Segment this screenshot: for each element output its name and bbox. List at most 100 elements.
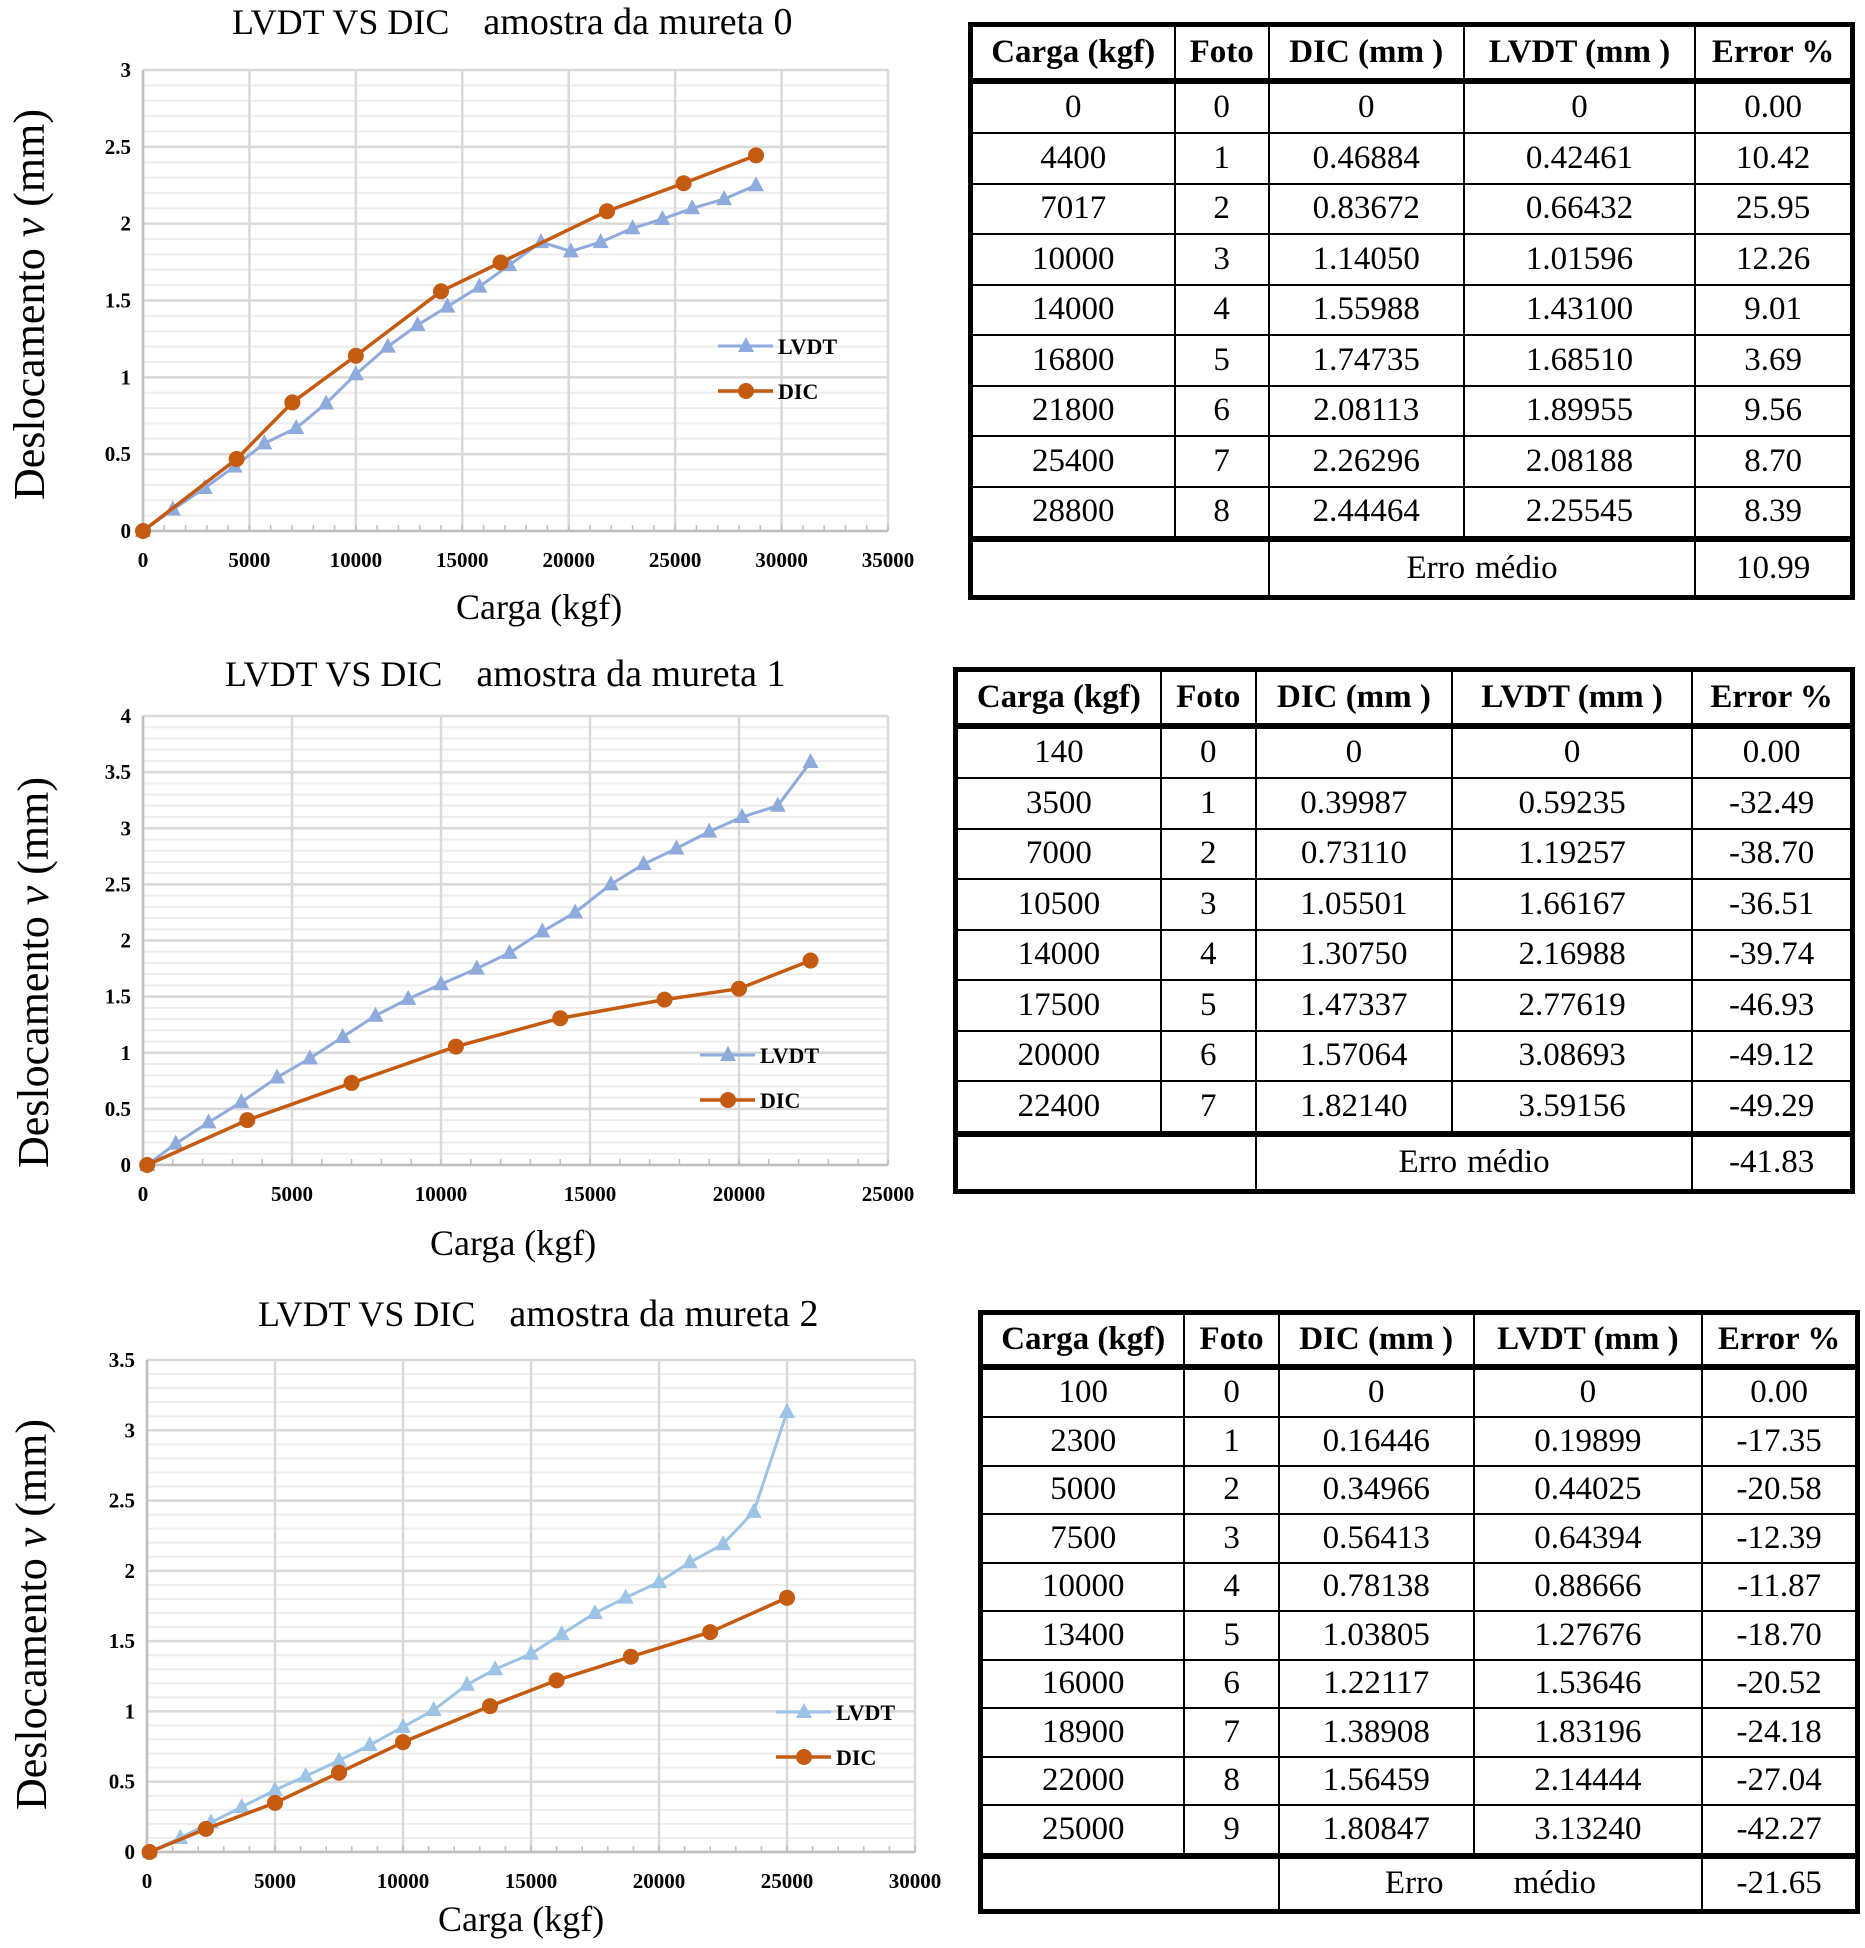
table-cell: 10000 <box>969 233 1176 286</box>
y-tick-label: 2 <box>121 929 132 953</box>
table-cell: 28800 <box>969 485 1176 540</box>
table-cell: 9.56 <box>1694 384 1854 437</box>
table-row: 16800 5 1.74735 1.68510 3.69 <box>969 334 1854 387</box>
table-cell: 8.39 <box>1694 485 1854 540</box>
x-tick-label: 10000 <box>415 1182 468 1206</box>
legend-marker-lvdt <box>796 1703 812 1718</box>
table-cell: -20.58 <box>1701 1464 1859 1515</box>
table-cell: 3500 <box>954 777 1162 830</box>
table-cell: 20000 <box>954 1029 1162 1082</box>
x-tick-label: 0 <box>138 1182 149 1206</box>
table-cell: 25.95 <box>1694 182 1854 235</box>
dic-point <box>492 254 509 271</box>
lvdt-point <box>617 1588 634 1604</box>
table-cell: -49.12 <box>1691 1029 1854 1082</box>
table-row: 17500 5 1.47337 2.77619 -46.93 <box>954 979 1854 1032</box>
table-cell: 1 <box>1173 132 1270 185</box>
lvdt-point <box>347 365 364 381</box>
table-cell: 7 <box>1183 1707 1280 1758</box>
column-header: Carga (kgf) <box>954 668 1162 729</box>
y-tick-label: 3 <box>121 58 132 82</box>
lvdt-point <box>745 1502 762 1518</box>
table-cell: -24.18 <box>1701 1707 1859 1758</box>
table-cell: 5000 <box>979 1464 1186 1515</box>
table-cell: 5 <box>1183 1610 1280 1661</box>
x-tick-label: 25000 <box>761 1869 814 1893</box>
table-row: 7500 3 0.56413 0.64394 -12.39 <box>979 1513 1859 1564</box>
dic-point <box>447 1038 464 1055</box>
table-cell: 0 <box>1472 1365 1704 1418</box>
x-tick-label: 20000 <box>633 1869 686 1893</box>
table-cell: 22400 <box>954 1080 1162 1135</box>
dic-point <box>779 1589 795 1606</box>
table-cell: 1.47337 <box>1254 979 1454 1032</box>
series-line-dic <box>148 1596 788 1854</box>
table-cell: 1.53646 <box>1472 1658 1704 1709</box>
table-cell: 0.00 <box>1694 79 1854 134</box>
table-cell: 1.89955 <box>1462 384 1697 437</box>
lvdt-point <box>802 753 819 769</box>
table-cell: 0 <box>1267 79 1465 134</box>
table-cell: 2 <box>1159 827 1257 880</box>
table-cell: 0 <box>1159 724 1257 779</box>
lvdt-point <box>715 1535 731 1551</box>
lvdt-point <box>684 199 701 215</box>
footer-label-cell: Erro médio <box>1267 536 1697 598</box>
table-cell: 0.83672 <box>1267 182 1465 235</box>
table-cell: 1.05501 <box>1254 878 1454 931</box>
y-tick-label: 3.5 <box>105 760 131 784</box>
lvdt-point <box>256 434 273 450</box>
chart-mureta-0: 0 0.5 1 1.5 2 2.5 3 0 5000 10000 15000 20000 25000 30… <box>105 58 915 572</box>
x-tick-label: 10000 <box>377 1869 430 1893</box>
table-cell: 0.64394 <box>1472 1513 1704 1564</box>
lvdt-point <box>748 176 765 192</box>
table-cell: 2.14444 <box>1472 1755 1704 1806</box>
table-cell: 7 <box>1173 435 1270 488</box>
table-row: 14000 4 1.30750 2.16988 -39.74 <box>954 928 1854 981</box>
dic-point <box>239 1112 256 1129</box>
lvdt-point <box>716 190 733 206</box>
column-header: Carga (kgf) <box>969 23 1176 84</box>
lvdt-point <box>288 419 305 435</box>
table-cell: 2.16988 <box>1451 928 1694 981</box>
table-cell: 1.27676 <box>1472 1610 1704 1661</box>
table-cell: -39.74 <box>1691 928 1854 981</box>
table-cell: 0 <box>1462 79 1697 134</box>
column-header: DIC (mm ) <box>1254 668 1454 729</box>
y-tick-label: 1.5 <box>105 985 131 1009</box>
table-cell: -46.93 <box>1691 979 1854 1032</box>
x-tick-label: 20000 <box>713 1182 766 1206</box>
y-tick-label: 4 <box>121 704 132 728</box>
y-tick-label: 3.5 <box>109 1348 135 1372</box>
table-cell: 14000 <box>969 283 1176 336</box>
table-cell: -27.04 <box>1701 1755 1859 1806</box>
dic-point <box>802 952 819 969</box>
legend-marker-lvdt <box>720 1046 736 1061</box>
table-cell: 0.78138 <box>1277 1561 1475 1612</box>
table-row: 28800 8 2.44464 2.25545 8.39 <box>969 485 1854 540</box>
table-cell: 2.44464 <box>1267 485 1465 540</box>
table-cell: 1.43100 <box>1462 283 1697 336</box>
lvdt-point <box>654 210 671 226</box>
table-cell: 1.82140 <box>1254 1080 1454 1135</box>
footer-value-cell: -21.65 <box>1701 1852 1859 1913</box>
table-cell: 1.83196 <box>1472 1707 1704 1758</box>
x-axis-label: Carga (kgf) <box>456 587 623 627</box>
table-cell: 6 <box>1159 1029 1257 1082</box>
table-cell: 8 <box>1183 1755 1280 1806</box>
table-cell: 0.00 <box>1691 724 1854 779</box>
table-row: 4400 1 0.46884 0.42461 10.42 <box>969 132 1854 185</box>
lvdt-point <box>624 219 641 235</box>
lvdt-point <box>487 1660 504 1676</box>
table-cell: 0.73110 <box>1254 827 1454 880</box>
legend-label-lvdt: LVDT <box>836 1700 895 1725</box>
footer-label-erro: Erro <box>1384 1865 1444 1902</box>
table-cell: 0.59235 <box>1451 777 1694 830</box>
table-cell: 4 <box>1183 1561 1280 1612</box>
chart-title: LVDT VS DIC amostra da mureta 0 <box>232 0 793 44</box>
lvdt-point <box>534 922 551 938</box>
table-cell: 0 <box>1183 1365 1280 1418</box>
table-cell: -20.52 <box>1701 1658 1859 1709</box>
table-cell: 12.26 <box>1694 233 1854 286</box>
y-tick-label: 2 <box>125 1559 136 1583</box>
